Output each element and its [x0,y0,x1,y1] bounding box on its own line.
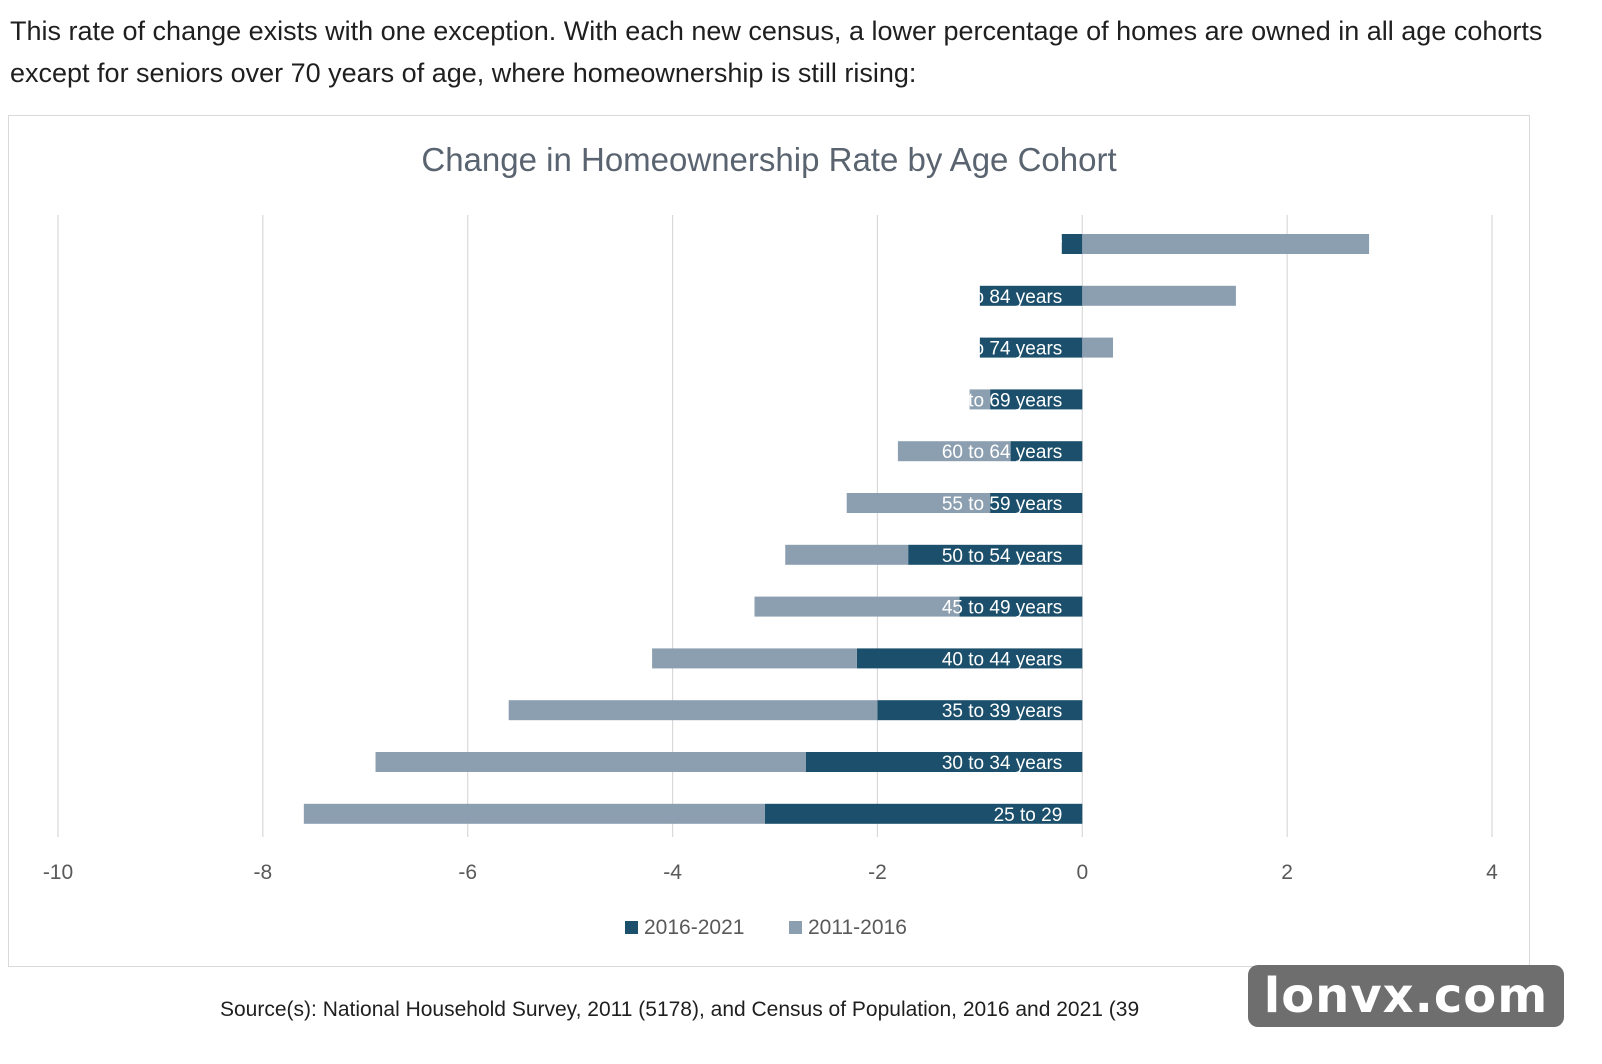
bar-series1 [979,285,1083,306]
watermark-text: lonvx.com [1263,968,1549,1024]
bar-series1 [877,700,1083,721]
bar-series1 [990,493,1083,513]
legend-swatch [789,921,802,934]
category-label: 50 to 54 years [942,546,1062,567]
category-label: 25 to 29 [994,805,1063,826]
bar-series1 [805,752,1083,772]
category-label: 55 to 59 years [942,494,1062,515]
bar-series2 [1082,234,1370,254]
category-label: 70 to 74 years [942,339,1062,360]
legend-label: 2016-2021 [644,916,744,939]
bar-series2 [1082,285,1236,306]
x-tick-label: 2 [1281,861,1293,884]
bar-series1 [764,803,1083,824]
bar-series2 [1082,337,1114,358]
chart-frame [8,115,1530,967]
category-label: 65 to 69 years [942,390,1062,411]
x-tick-label: -2 [868,861,887,884]
bar-series1 [1010,441,1083,462]
legend-swatch [625,921,638,934]
bar-series1 [990,389,1083,410]
bar-series2 [754,596,960,617]
category-label: 85 years and older [905,235,1063,256]
intro-paragraph: This rate of change exists with one exce… [10,16,1543,88]
watermark-badge: lonvx.com [1248,965,1564,1027]
chart-title: Change in Homeownership Rate by Age Coho… [421,141,1116,178]
bar-series1 [908,544,1083,565]
x-tick-label: -8 [254,861,273,884]
x-tick-label: -10 [43,861,73,884]
bar-series2 [897,441,1011,462]
bar-series1 [856,648,1083,669]
bar-series1 [959,596,1083,617]
homeownership-chart: Change in Homeownership Rate by Age Coho… [43,141,1498,939]
bar-series2 [303,803,765,824]
bar-series2 [785,544,909,565]
x-tick-label: -6 [458,861,477,884]
source-note: Source(s): National Household Survey, 20… [220,998,1140,1021]
bar-series2 [652,648,857,669]
category-label: 35 to 39 years [942,701,1062,722]
bar-series1 [1061,234,1083,254]
x-tick-label: 4 [1486,861,1498,884]
bar-series2 [375,752,806,772]
bar-series2 [508,700,878,721]
category-label: 75 to 84 years [942,287,1062,308]
category-label: 40 to 44 years [942,649,1062,670]
legend-label: 2011-2016 [808,916,907,939]
bar-series1 [979,337,1083,358]
bar-series2 [969,389,991,410]
x-tick-label: 0 [1076,861,1088,884]
category-label: 30 to 34 years [942,753,1062,774]
category-label: 45 to 49 years [942,598,1062,619]
bar-series2 [846,493,991,513]
x-tick-label: -4 [663,861,682,884]
category-label: 60 to 64 years [942,442,1062,463]
